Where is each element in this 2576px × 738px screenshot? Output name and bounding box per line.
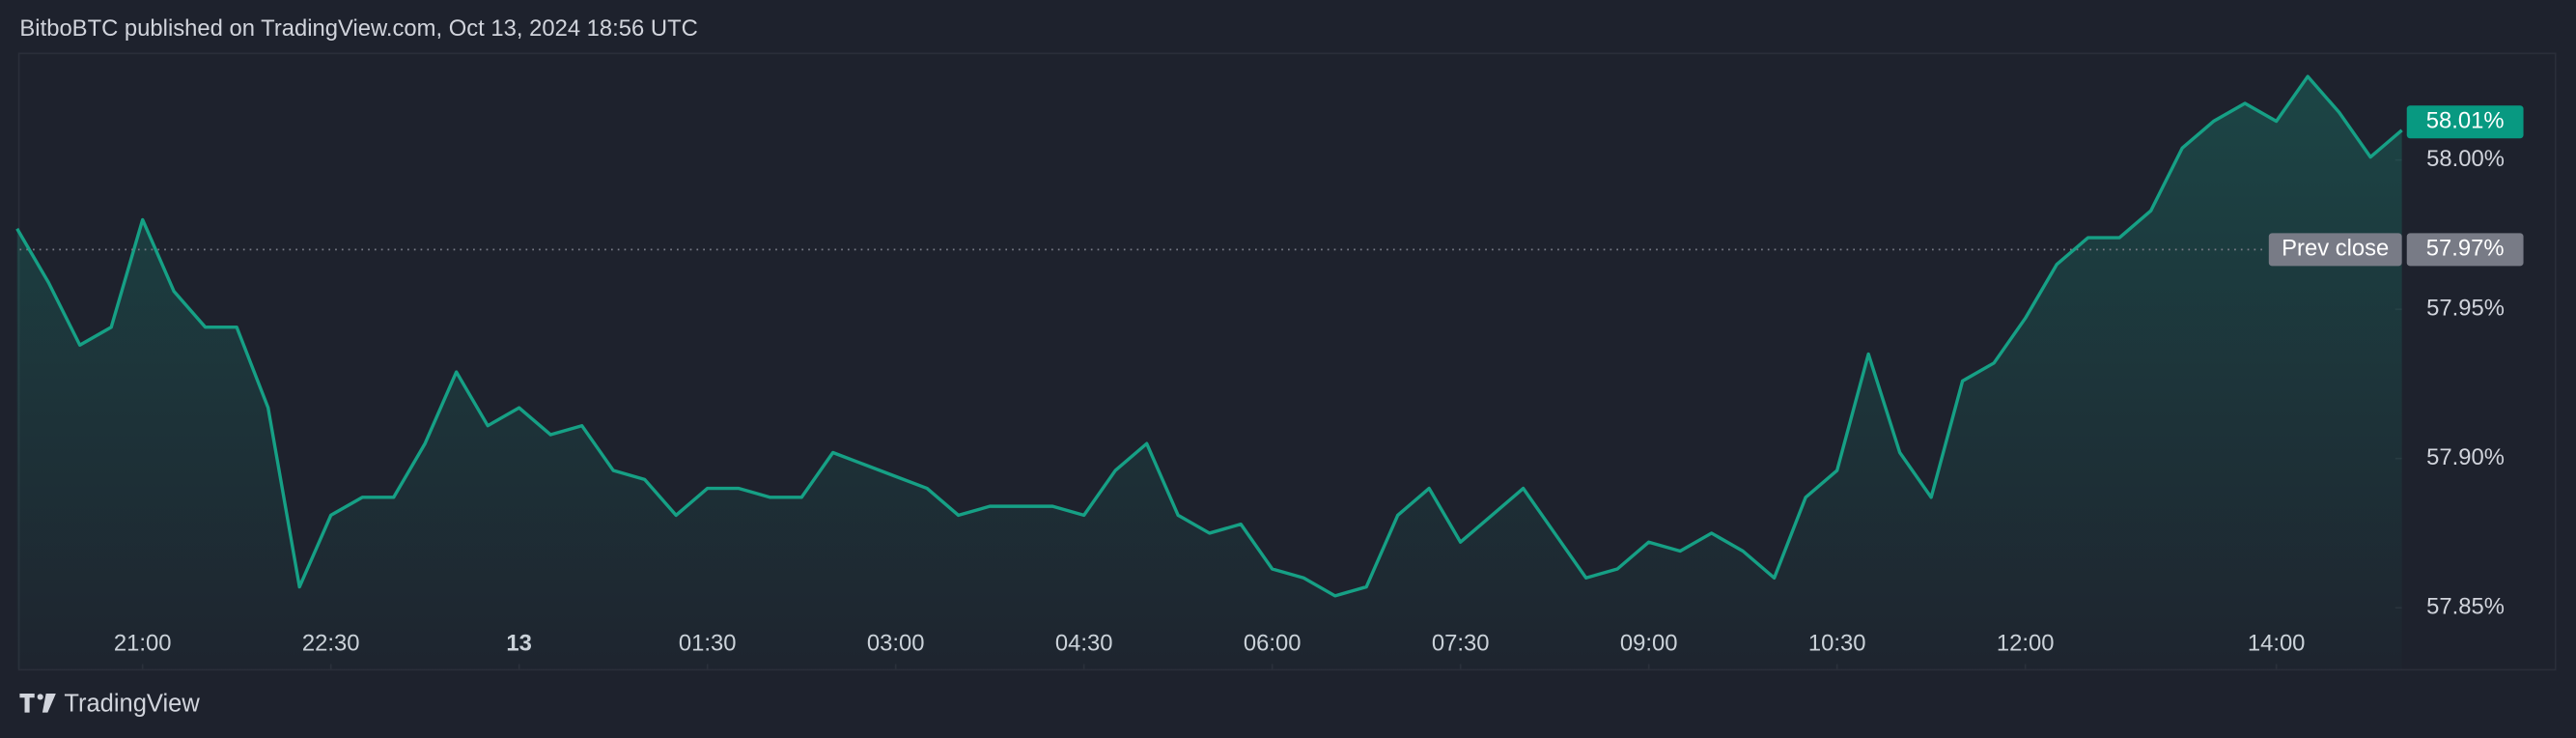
last-value-label: 58.01% [2426, 108, 2505, 134]
prev-close-value-label: 57.97% [2426, 236, 2505, 262]
y-tick-label: 57.95% [2426, 295, 2505, 321]
brand-name: TradingView [64, 691, 200, 718]
area-fill [16, 76, 2402, 669]
y-tick-label: 57.90% [2426, 444, 2505, 470]
y-tick-label: 58.00% [2426, 146, 2505, 172]
y-tick-label: 57.85% [2426, 593, 2505, 619]
prev-close-text: Prev close [2282, 236, 2389, 262]
prev-close-tag [2268, 233, 2402, 267]
brand-logo [19, 694, 56, 713]
prev-close-value-tag [2406, 233, 2524, 267]
price-line [15, 74, 2403, 598]
last-value-tag [2406, 105, 2524, 139]
header-text: BitboBTC published on TradingView.com, O… [19, 15, 697, 42]
